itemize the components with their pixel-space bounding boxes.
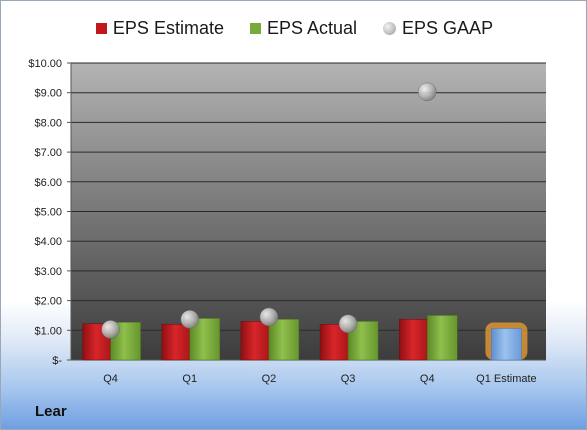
x-tick-label: Q1 — [182, 373, 197, 385]
y-tick-label: $7.00 — [34, 147, 62, 159]
gaap-point — [101, 320, 120, 339]
bar-estimate — [399, 319, 430, 361]
x-tick-label: Q3 — [341, 373, 356, 385]
legend-item-gaap: EPS GAAP — [383, 18, 493, 39]
legend-label-gaap: EPS GAAP — [402, 18, 494, 38]
x-axis: Q4 Q1 Q2 Q3 Q4 Q1 Estimate — [103, 373, 536, 385]
gaap-points — [101, 82, 437, 339]
y-tick-label: $- — [52, 355, 62, 367]
y-tick-label: $3.00 — [34, 266, 62, 278]
y-tick-label: $4.00 — [34, 236, 62, 248]
gaap-point — [418, 82, 437, 102]
y-tick-label: $9.00 — [34, 88, 62, 100]
gaap-point — [259, 307, 279, 327]
bar-estimate — [240, 321, 272, 361]
bar-actual — [427, 315, 458, 361]
gaap-point — [338, 314, 358, 334]
legend-swatch-actual — [249, 23, 261, 34]
y-axis: $- $1.00 $2.00 $3.00 $4.00 $5.00 $6.00 $7.00 $8.… — [28, 58, 72, 367]
y-tick-label: $1.00 — [34, 325, 62, 337]
y-tick-label: $6.00 — [34, 177, 62, 189]
legend-swatch-estimate — [95, 23, 107, 34]
x-tick-label: Q4 — [103, 373, 118, 385]
company-name: Lear — [35, 403, 67, 420]
y-tick-label: $8.00 — [34, 117, 62, 129]
legend-label-estimate: EPS Estimate — [112, 18, 224, 38]
bar-estimate-future — [491, 328, 522, 361]
x-tick-label: Q2 — [262, 373, 277, 385]
y-tick-label: $2.00 — [34, 296, 62, 308]
x-tick-label: Q4 — [420, 373, 435, 385]
chart-legend: EPS Estimate EPS Actual EPS GAAP — [1, 18, 586, 39]
bar-actual — [268, 319, 300, 361]
gaap-point — [180, 310, 199, 329]
legend-label-actual: EPS Actual — [266, 18, 358, 38]
gridlines — [71, 62, 546, 361]
legend-swatch-gaap — [383, 22, 397, 35]
legend-item-actual: EPS Actual — [249, 18, 358, 39]
y-tick-label: $10.00 — [28, 58, 62, 70]
y-tick-label: $5.00 — [34, 207, 62, 219]
legend-item-estimate: EPS Estimate — [95, 18, 224, 39]
bar-estimate — [161, 324, 192, 361]
x-tick-label: Q1 Estimate — [476, 373, 537, 385]
